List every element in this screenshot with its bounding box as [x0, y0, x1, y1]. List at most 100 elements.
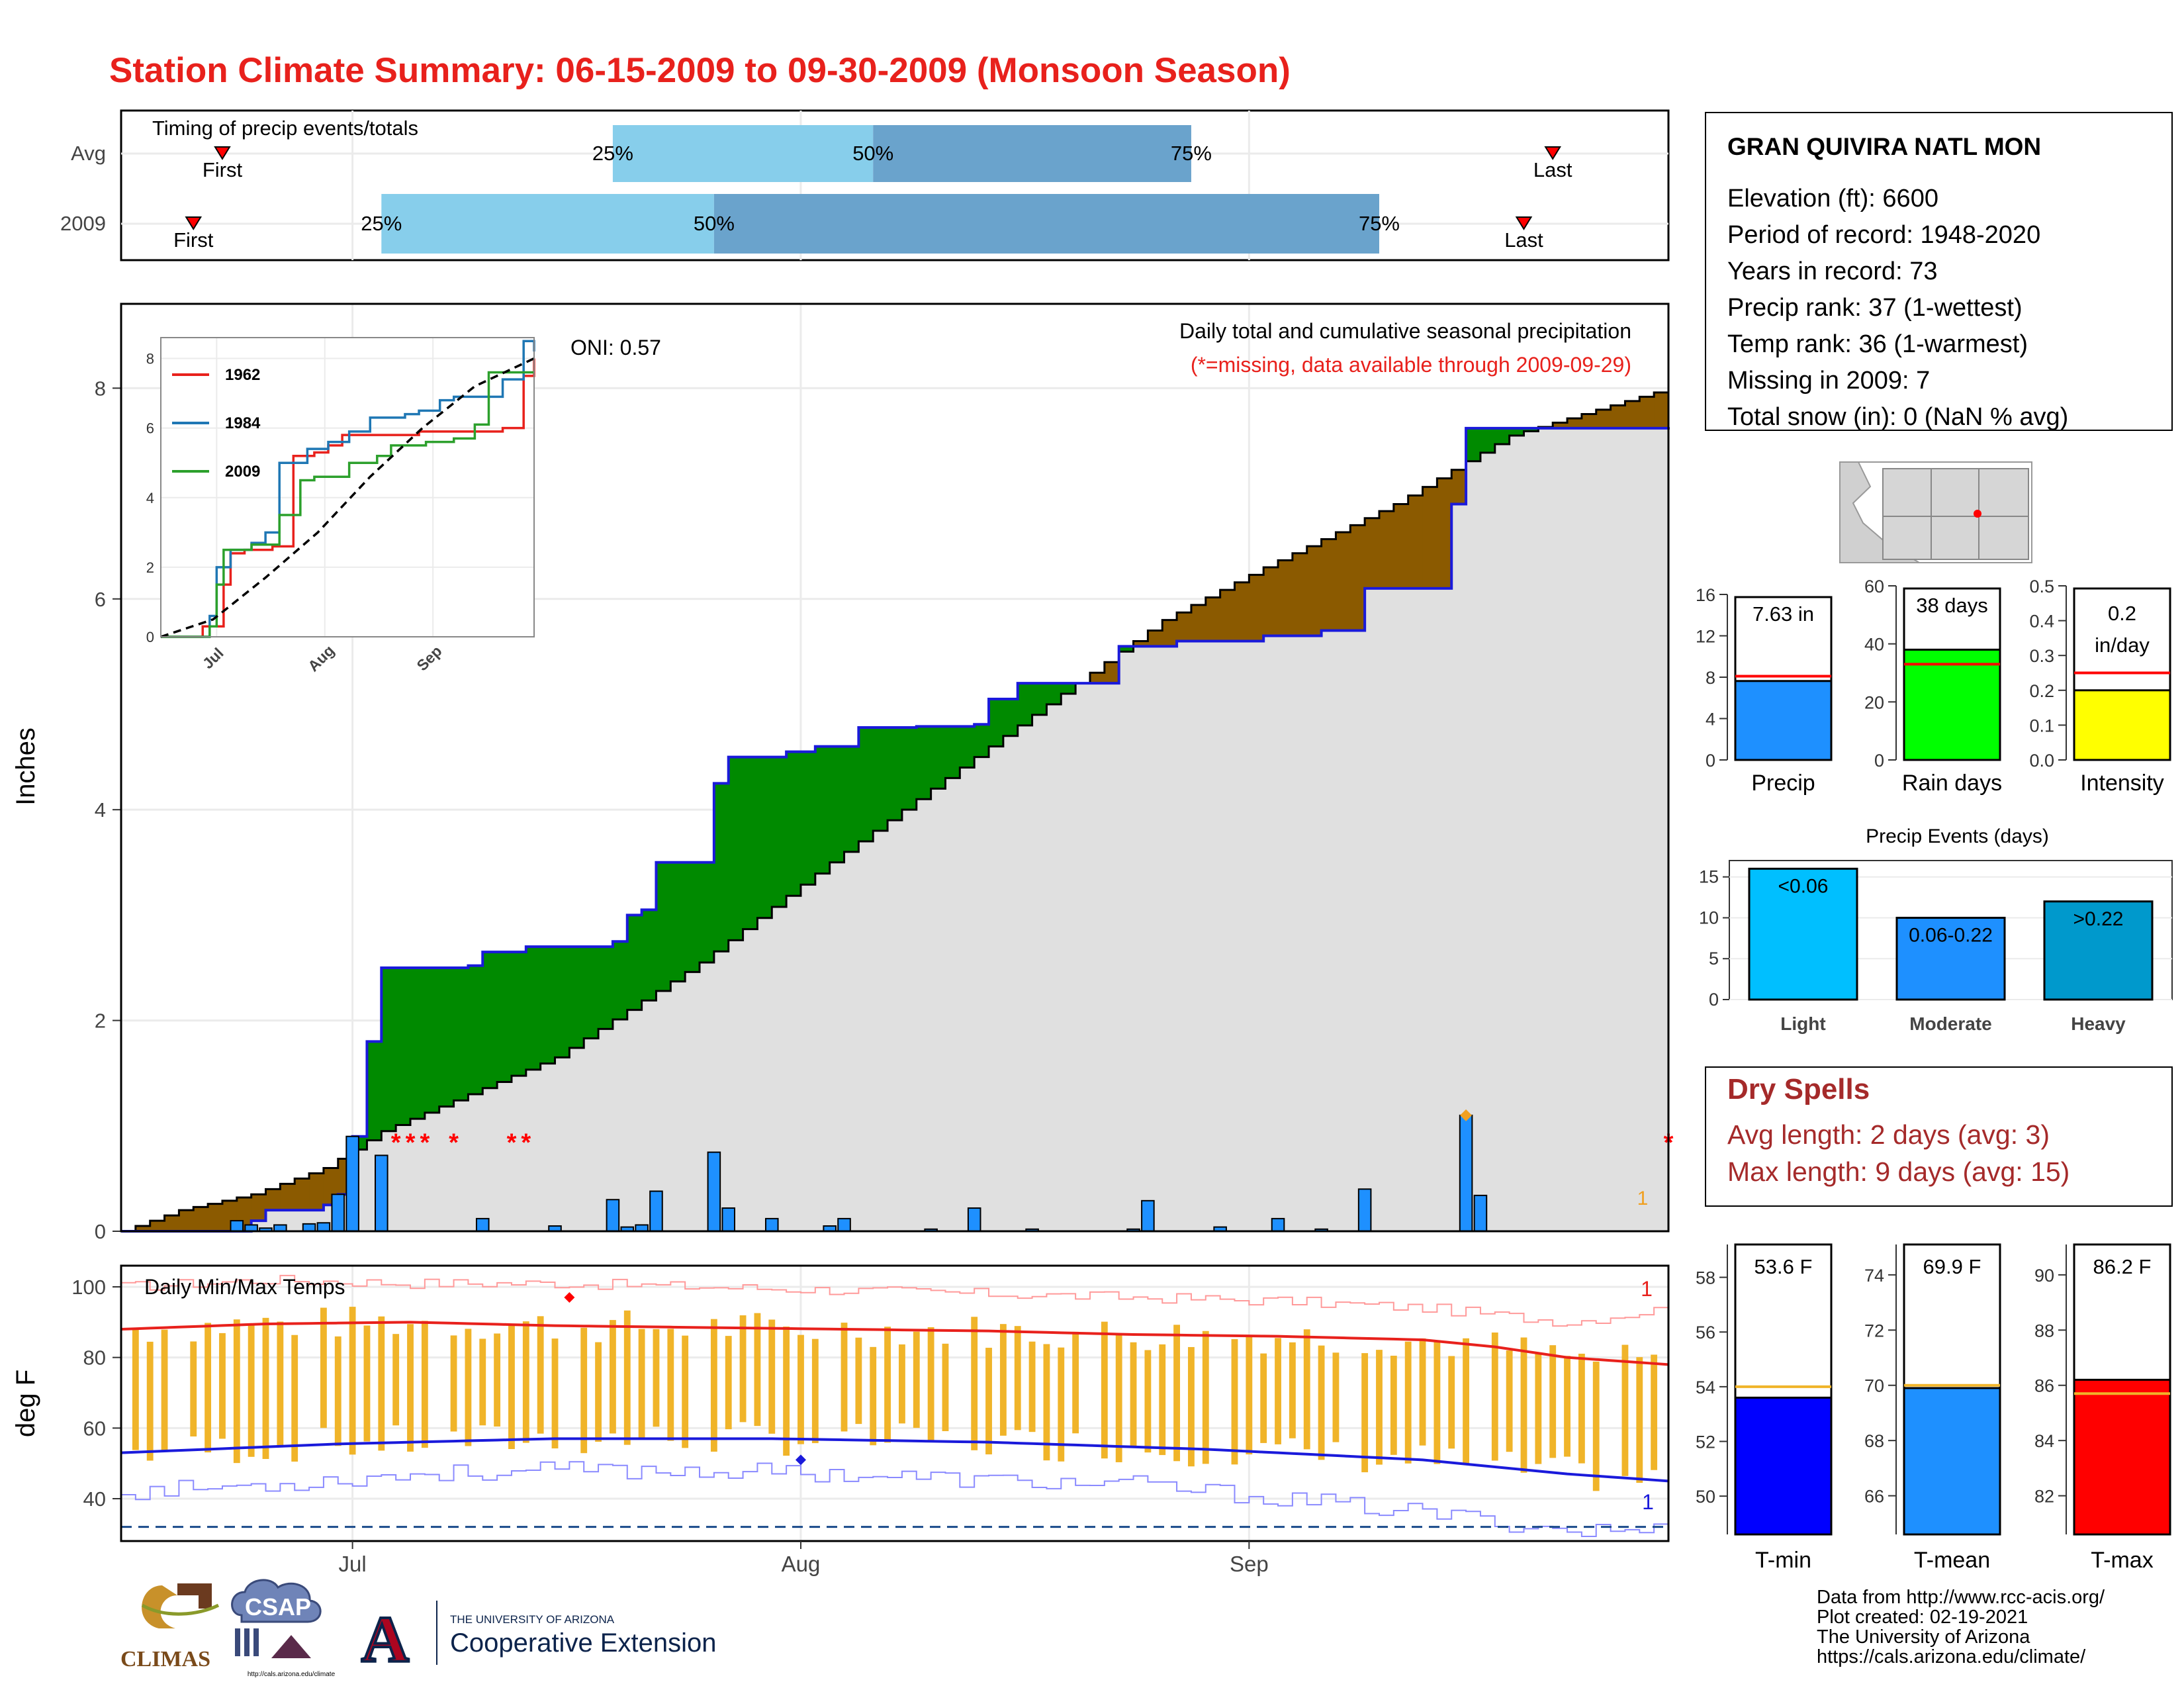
temp-summary-bar-t-mean	[1903, 1387, 2001, 1536]
precip-above-average-area	[1046, 683, 1062, 704]
daily-temp-range-bar	[291, 1335, 298, 1462]
temp-title: Daily Min/Max Temps	[144, 1275, 345, 1299]
oni-value: ONI: 0.57	[570, 336, 661, 359]
daily-temp-range-bar	[1564, 1356, 1570, 1457]
summary-y-tick: 60	[1864, 577, 1884, 596]
precip-above-average-area	[656, 862, 671, 992]
daily-temp-range-bar	[508, 1325, 515, 1450]
precip-below-average-area	[1089, 673, 1105, 684]
summary-label: Rain days	[1902, 771, 2002, 796]
daily-temp-range-bar	[205, 1323, 212, 1453]
daily-precip-bar	[606, 1199, 620, 1233]
daily-precip-bar	[475, 1217, 490, 1233]
precip-above-average-area	[598, 947, 614, 1029]
precip-above-average-area	[713, 783, 729, 952]
events-category-label: Light	[1780, 1013, 1825, 1034]
timing-panel: 25% 50% 75% First Last 25% 50% 75% First Last Tim…	[60, 109, 1670, 261]
summary-y-tick: 16	[1696, 585, 1715, 605]
credits: Data from http://www.rcc-acis.org/ Plot …	[1817, 1587, 2105, 1667]
precip-gray-area	[121, 427, 1668, 1232]
temp-corner-bottom: 1	[1642, 1490, 1654, 1514]
daily-temp-range-bar	[870, 1346, 877, 1446]
precip-below-average-area	[179, 1210, 194, 1231]
precip-below-average-area	[1379, 511, 1394, 588]
precip-above-average-area	[439, 967, 455, 1107]
missing-day-marker: *	[406, 1129, 416, 1157]
daily-temp-range-bar	[1636, 1357, 1643, 1483]
csap-logo-text: CSAP	[245, 1593, 311, 1620]
daily-temp-range-bar	[841, 1323, 848, 1432]
precip-below-average-area	[1350, 525, 1365, 631]
daily-temp-range-bar	[985, 1348, 992, 1455]
dry-spells-box: Dry Spells Avg length: 2 days (avg: 3) M…	[1705, 1066, 2173, 1207]
missing-day-marker: *	[449, 1129, 459, 1157]
summary-value-line2: in/day	[2095, 633, 2150, 657]
precip-subtitle: (*=missing, data available through 2009-…	[1191, 353, 1631, 377]
missing-day-marker: *	[521, 1129, 531, 1157]
daily-temp-range-bar	[1318, 1345, 1325, 1460]
daily-temp-range-bar	[783, 1327, 790, 1456]
precip-below-average-area	[1408, 495, 1424, 588]
x-tick-label: Jul	[339, 1552, 367, 1576]
temp-summary-y-tick: 50	[1696, 1487, 1715, 1507]
locator-map	[1839, 461, 2032, 563]
daily-precip-bar	[967, 1207, 981, 1232]
precip-below-average-area	[1567, 418, 1582, 428]
temp-summary-value: 69.9 F	[1923, 1255, 1981, 1278]
temp-summary-bar-t-max	[2073, 1378, 2171, 1536]
daily-precip-bar	[302, 1223, 316, 1233]
daily-temp-range-bar	[1506, 1350, 1513, 1452]
temp-summary-y-tick: 74	[1864, 1266, 1884, 1286]
daily-temp-range-bar	[1231, 1339, 1238, 1465]
temp-summary-y-tick: 58	[1696, 1268, 1715, 1288]
precip-below-average-area	[1249, 575, 1264, 641]
temp-summary-label: T-max	[2091, 1548, 2153, 1573]
daily-precip-bar	[1459, 1114, 1473, 1232]
station-location-marker	[1974, 510, 1981, 518]
summary-y-tick: 0.2	[2029, 681, 2054, 701]
precip-above-average-area	[700, 862, 715, 963]
inset-y-tick: 2	[146, 559, 154, 576]
timing-bar-q50-q75	[713, 194, 1379, 254]
timing-row-label-2009: 2009	[60, 212, 106, 235]
events-bar-label: 0.06-0.22	[1909, 924, 1993, 946]
precip-above-average-area	[468, 965, 483, 1095]
precip-y-tick: 8	[95, 377, 106, 400]
daily-temp-range-bar	[754, 1313, 761, 1427]
inset-series-1984	[161, 340, 535, 638]
daily-precip-bar	[721, 1207, 736, 1232]
temp-y-tick: 80	[83, 1346, 106, 1370]
precip-above-average-area	[960, 726, 975, 768]
precip-y-tick: 0	[95, 1220, 106, 1243]
summary-y-tick: 0	[1874, 751, 1884, 771]
precip-above-average-area	[627, 915, 643, 1010]
timing-title: Timing of precip events/totals	[152, 117, 418, 140]
inset-legend-label: 1962	[225, 366, 260, 384]
daily-temp-range-bar	[1115, 1334, 1122, 1462]
precip-below-average-area	[1581, 414, 1597, 428]
station-missing: Missing in 2009: 7	[1727, 367, 1930, 395]
precip-above-average-area	[424, 967, 440, 1113]
precip-average-cumulative-line	[121, 388, 1670, 1233]
daily-temp-range-bar	[262, 1317, 269, 1460]
daily-temp-range-bar	[1289, 1342, 1296, 1438]
daily-temp-range-bar	[1058, 1347, 1065, 1462]
daily-temp-range-bar	[1144, 1350, 1152, 1453]
inset-y-tick: 4	[146, 490, 154, 506]
daily-precip-bar	[331, 1194, 345, 1233]
precip-above-average-area	[1118, 646, 1134, 652]
precip-corner-label: 1	[1637, 1188, 1649, 1209]
precip-below-average-area	[295, 1178, 310, 1211]
precip-above-average-area	[497, 952, 512, 1082]
inset-series-1962	[161, 358, 535, 638]
precip-above-average-area	[743, 757, 758, 929]
precip-below-average-area	[1553, 422, 1568, 428]
temp-summary-y-tick: 84	[2034, 1431, 2054, 1451]
daily-temp-range-bar	[219, 1333, 226, 1439]
summary-value-line1: 0.2	[2108, 602, 2136, 625]
precip-above-average-area	[844, 746, 859, 852]
precip-above-average-area	[1524, 428, 1539, 432]
summary-y-tick: 0.5	[2029, 577, 2054, 596]
